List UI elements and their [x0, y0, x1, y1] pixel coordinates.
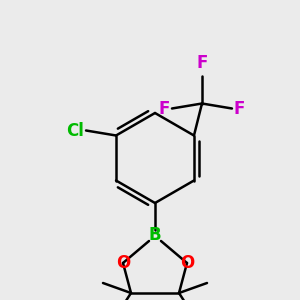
Text: F: F — [159, 100, 170, 118]
Text: Cl: Cl — [66, 122, 84, 140]
Text: F: F — [234, 100, 245, 118]
Text: F: F — [196, 55, 208, 73]
Text: O: O — [180, 254, 194, 272]
Text: O: O — [116, 254, 130, 272]
Text: B: B — [149, 226, 161, 244]
